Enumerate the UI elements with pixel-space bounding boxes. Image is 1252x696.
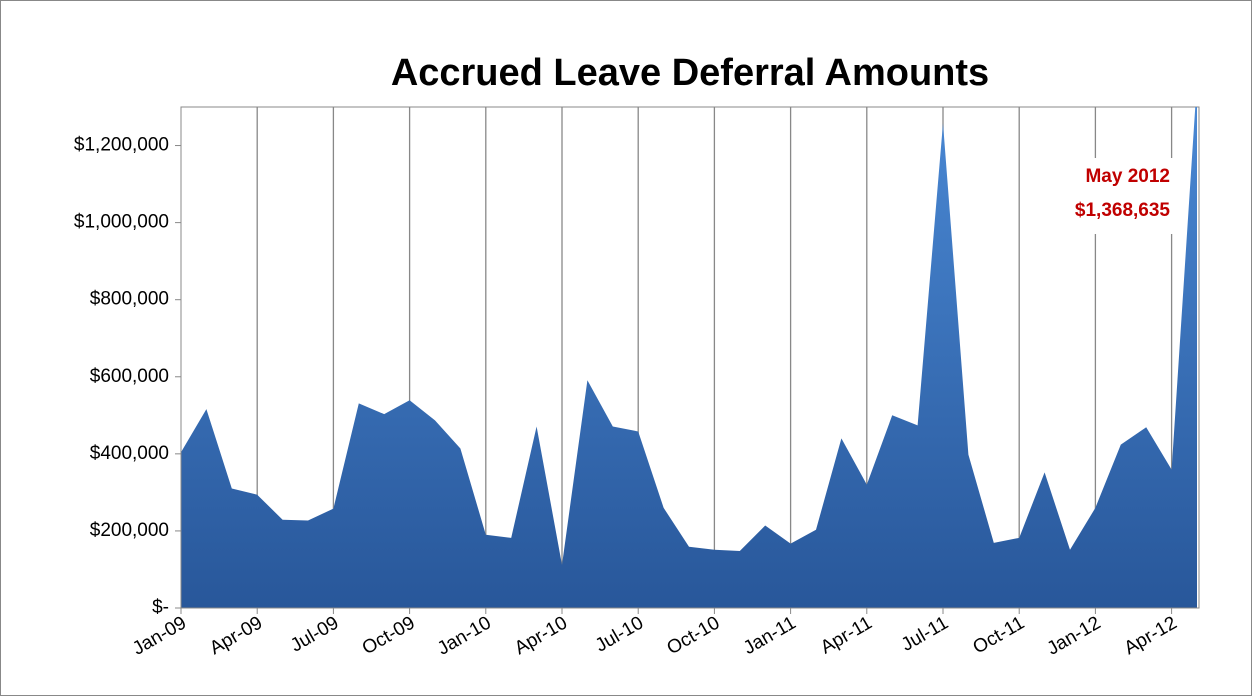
y-tick-label: $1,200,000 — [74, 135, 169, 156]
y-tick-label: $- — [152, 597, 169, 618]
y-tick-label: $400,000 — [90, 443, 169, 464]
value-label: $1,368,635 — [1075, 200, 1171, 221]
chart-title: Accrued Leave Deferral Amounts — [391, 52, 989, 94]
area — [181, 107, 1197, 608]
plot-clip — [181, 107, 1197, 608]
y-tick-label: $200,000 — [90, 520, 169, 541]
y-tick-label: $1,000,000 — [74, 212, 169, 233]
y-tick-label: $600,000 — [90, 366, 169, 387]
annotation: May 2012 — [1085, 166, 1170, 187]
annotation-box — [1022, 158, 1182, 234]
y-tick-label: $800,000 — [90, 289, 169, 310]
